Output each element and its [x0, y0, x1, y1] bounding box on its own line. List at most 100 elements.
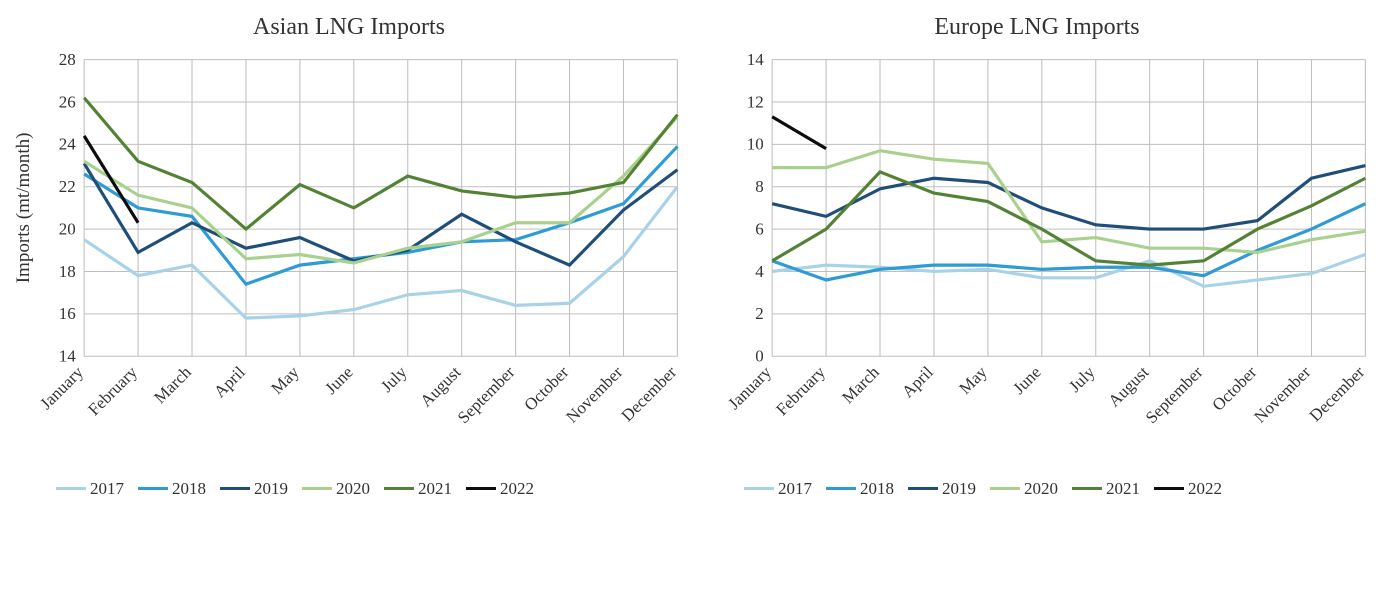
svg-text:24: 24 [59, 135, 76, 154]
legend-swatch [1154, 487, 1184, 490]
chart-panel-europe: Europe LNG Imports02468101214JanuaryFebr… [698, 10, 1376, 499]
legend-swatch [1072, 487, 1102, 490]
svg-text:June: June [321, 363, 356, 398]
month-label: October [1208, 362, 1260, 414]
svg-text:August: August [416, 362, 464, 410]
month-label: May [955, 362, 991, 398]
svg-text:12: 12 [747, 92, 764, 111]
svg-text:June: June [1009, 363, 1044, 398]
legend-swatch [466, 487, 496, 490]
legend-swatch [384, 487, 414, 490]
month-label: July [1065, 362, 1099, 396]
legend-item-2021: 2021 [384, 479, 452, 499]
svg-text:October: October [520, 362, 572, 414]
series-2018 [84, 146, 677, 284]
legend-label: 2022 [1188, 479, 1222, 499]
svg-text:20: 20 [59, 219, 76, 238]
svg-text:August: August [1104, 362, 1152, 410]
svg-text:October: October [1208, 362, 1260, 414]
svg-text:December: December [1306, 362, 1369, 425]
svg-text:April: April [898, 362, 937, 401]
legend-label: 2017 [90, 479, 124, 499]
svg-text:28: 28 [59, 50, 76, 69]
svg-text:July: July [377, 362, 411, 396]
legend-swatch [744, 487, 774, 490]
legend-item-2021: 2021 [1072, 479, 1140, 499]
chart-title-europe: Europe LNG Imports [698, 14, 1376, 41]
charts-container: Asian LNG Imports1416182022242628January… [10, 10, 1376, 499]
svg-text:November: November [1250, 362, 1314, 426]
legend-item-2019: 2019 [220, 479, 288, 499]
legend-label: 2018 [172, 479, 206, 499]
legend-swatch [908, 487, 938, 490]
svg-text:February: February [84, 362, 141, 419]
legend-item-2022: 2022 [1154, 479, 1222, 499]
svg-text:September: September [1142, 362, 1207, 427]
y-axis-label: Imports (mt/month) [13, 133, 34, 284]
legend-label: 2022 [500, 479, 534, 499]
legend-swatch [138, 487, 168, 490]
legend-item-2017: 2017 [744, 479, 812, 499]
svg-text:6: 6 [755, 219, 763, 238]
svg-text:December: December [618, 362, 681, 425]
series-2021 [772, 172, 1365, 265]
chart-panel-asia: Asian LNG Imports1416182022242628January… [10, 10, 688, 499]
month-label: September [1142, 362, 1207, 427]
grid [772, 60, 1365, 357]
month-label: January [724, 362, 775, 413]
svg-text:2: 2 [755, 304, 763, 323]
month-label: August [1104, 362, 1152, 410]
month-label: April [210, 362, 249, 401]
month-label: November [1250, 362, 1314, 426]
month-label: June [321, 363, 356, 398]
legend-label: 2019 [942, 479, 976, 499]
svg-text:16: 16 [59, 304, 76, 323]
svg-text:22: 22 [59, 177, 76, 196]
chart-title-asia: Asian LNG Imports [10, 14, 688, 41]
svg-text:10: 10 [747, 135, 764, 154]
svg-text:January: January [36, 362, 87, 413]
svg-text:May: May [955, 362, 991, 398]
svg-text:14: 14 [747, 50, 764, 69]
legend-label: 2020 [336, 479, 370, 499]
legend-item-2019: 2019 [908, 479, 976, 499]
legend-swatch [302, 487, 332, 490]
legend-swatch [826, 487, 856, 490]
svg-text:0: 0 [755, 347, 763, 366]
month-label: July [377, 362, 411, 396]
legend-label: 2019 [254, 479, 288, 499]
legend-item-2018: 2018 [138, 479, 206, 499]
legend-item-2020: 2020 [302, 479, 370, 499]
legend-label: 2018 [860, 479, 894, 499]
month-label: December [618, 362, 681, 425]
month-label: October [520, 362, 572, 414]
svg-text:8: 8 [755, 177, 763, 196]
month-label: August [416, 362, 464, 410]
svg-text:26: 26 [59, 92, 76, 111]
legend-item-2017: 2017 [56, 479, 124, 499]
svg-text:July: July [1065, 362, 1099, 396]
month-label: February [84, 362, 141, 419]
legend-europe: 2017 2018 2019 2020 2021 2022 [698, 473, 1376, 499]
svg-text:January: January [724, 362, 775, 413]
legend-item-2020: 2020 [990, 479, 1058, 499]
svg-text:May: May [267, 362, 303, 398]
chart-svg-europe: 02468101214JanuaryFebruaryMarchAprilMayJ… [698, 49, 1376, 473]
month-label: December [1306, 362, 1369, 425]
svg-text:April: April [210, 362, 249, 401]
month-label: September [454, 362, 519, 427]
legend-swatch [56, 487, 86, 490]
svg-text:March: March [150, 362, 195, 407]
month-label: March [150, 362, 195, 407]
svg-text:September: September [454, 362, 519, 427]
legend-label: 2020 [1024, 479, 1058, 499]
legend-asia: 2017 2018 2019 2020 2021 2022 [10, 473, 688, 499]
series-2017 [772, 255, 1365, 287]
month-label: November [562, 362, 626, 426]
series-2020 [772, 151, 1365, 253]
month-label: February [772, 362, 829, 419]
svg-text:February: February [772, 362, 829, 419]
svg-text:March: March [838, 362, 883, 407]
chart-svg-asia: 1416182022242628JanuaryFebruaryMarchApri… [10, 49, 688, 473]
svg-text:November: November [562, 362, 626, 426]
